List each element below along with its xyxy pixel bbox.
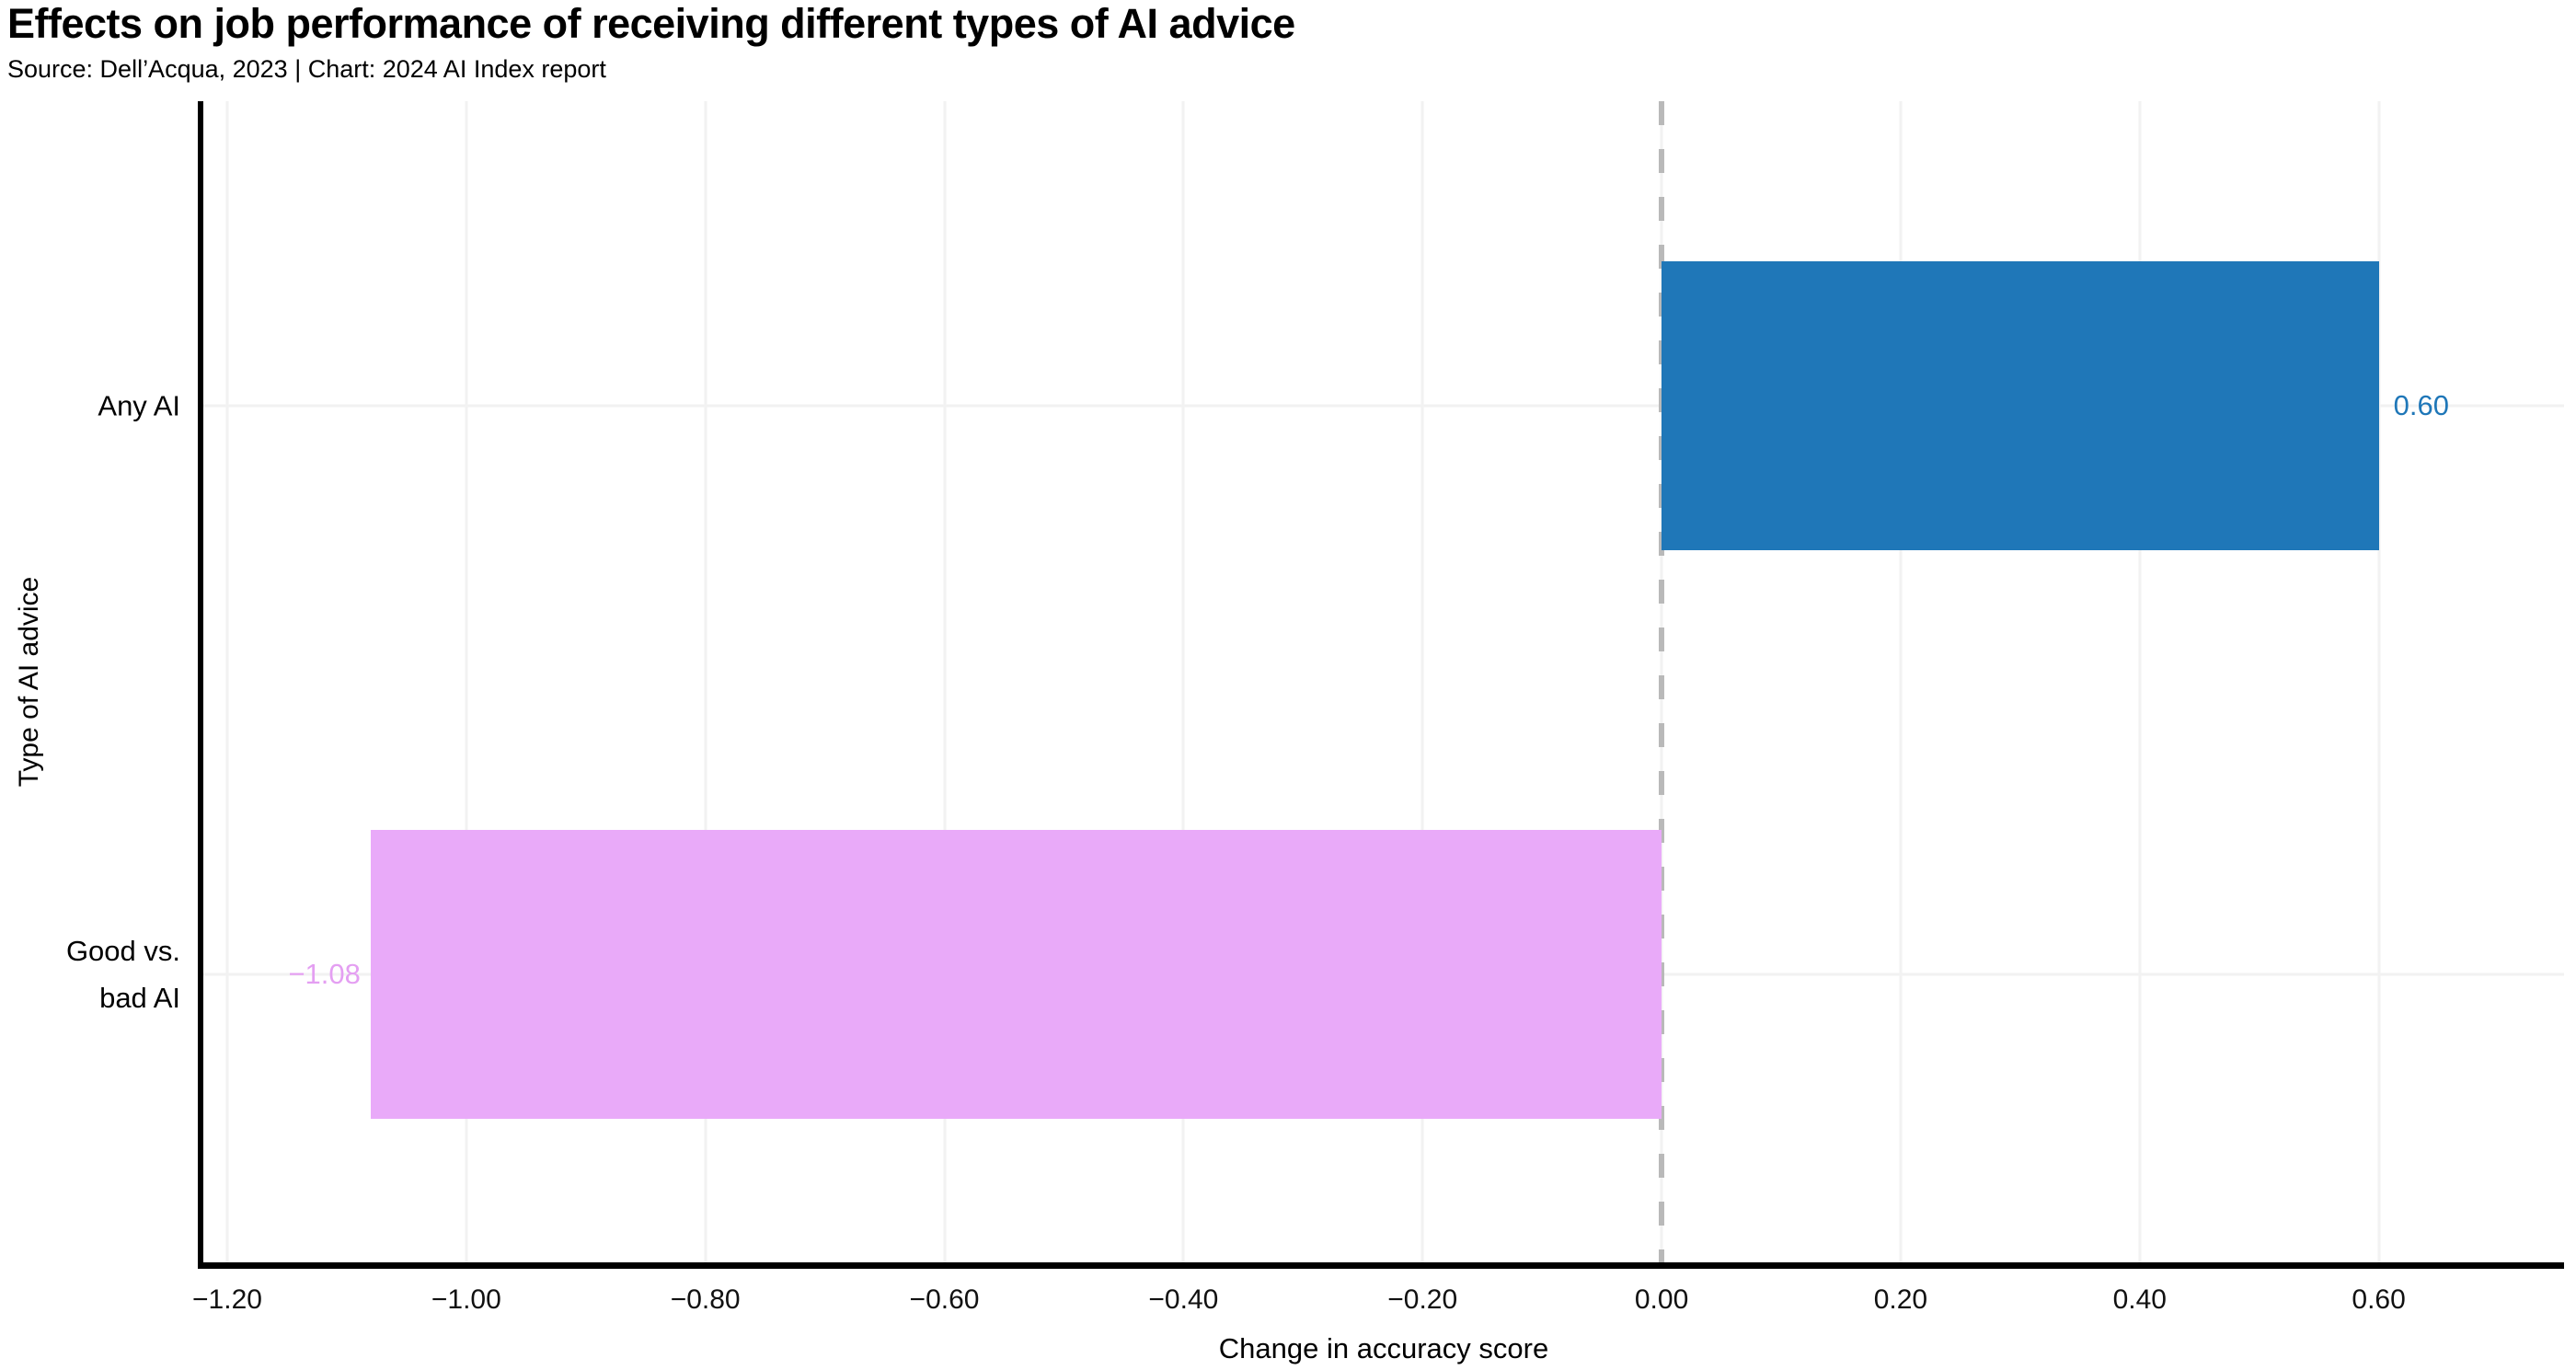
x-tick-label: −0.80 — [670, 1284, 741, 1315]
category-axis: Any AI Good vs. bad AI — [0, 101, 180, 1262]
gridline-vertical — [465, 101, 468, 1262]
zero-baseline — [1659, 101, 1665, 1262]
x-axis-label: Change in accuracy score — [1218, 1332, 1549, 1364]
gridline-vertical — [704, 101, 707, 1262]
x-tick-label: 0.20 — [1873, 1284, 1928, 1315]
x-tick-label: −0.40 — [1148, 1284, 1219, 1315]
bar-value-label: −1.08 — [288, 958, 361, 991]
gridline-vertical — [225, 101, 229, 1262]
category-label-any-ai: Any AI — [0, 382, 180, 429]
x-tick-label: 0.60 — [2352, 1284, 2406, 1315]
category-label-line: Good vs. — [65, 935, 180, 968]
gridline-vertical — [2138, 101, 2142, 1262]
gridline-vertical — [1899, 101, 1903, 1262]
category-label-line: Any AI — [98, 389, 180, 422]
category-label-line: bad AI — [99, 982, 180, 1015]
gridline-vertical — [1420, 101, 1424, 1262]
bar-good-vs-bad-ai — [370, 829, 1662, 1120]
gridline-vertical — [943, 101, 947, 1262]
x-tick-label: 0.40 — [2112, 1284, 2167, 1315]
x-tick-label: −0.20 — [1387, 1284, 1458, 1315]
category-label-good-vs-bad-ai: Good vs. bad AI — [0, 927, 180, 1021]
gridline-horizontal — [203, 404, 2564, 408]
x-tick-label: −0.60 — [909, 1284, 980, 1315]
x-tick-label: −1.20 — [192, 1284, 262, 1315]
gridline-vertical — [2377, 101, 2381, 1262]
x-tick-label: −1.00 — [431, 1284, 501, 1315]
gridline-vertical — [1181, 101, 1185, 1262]
chart-title: Effects on job performance of receiving … — [7, 0, 1295, 47]
chart-subtitle: Source: Dell’Acqua, 2023 | Chart: 2024 A… — [7, 55, 606, 83]
plot-area: 0.60 −1.08 −1.20 −1.00 −0.80 −0.60 −0.40 −0.20… — [192, 101, 2564, 1315]
bar-value-label: 0.60 — [2393, 388, 2449, 421]
bar-any-ai — [1662, 260, 2379, 550]
x-tick-label: 0.00 — [1634, 1284, 1689, 1315]
